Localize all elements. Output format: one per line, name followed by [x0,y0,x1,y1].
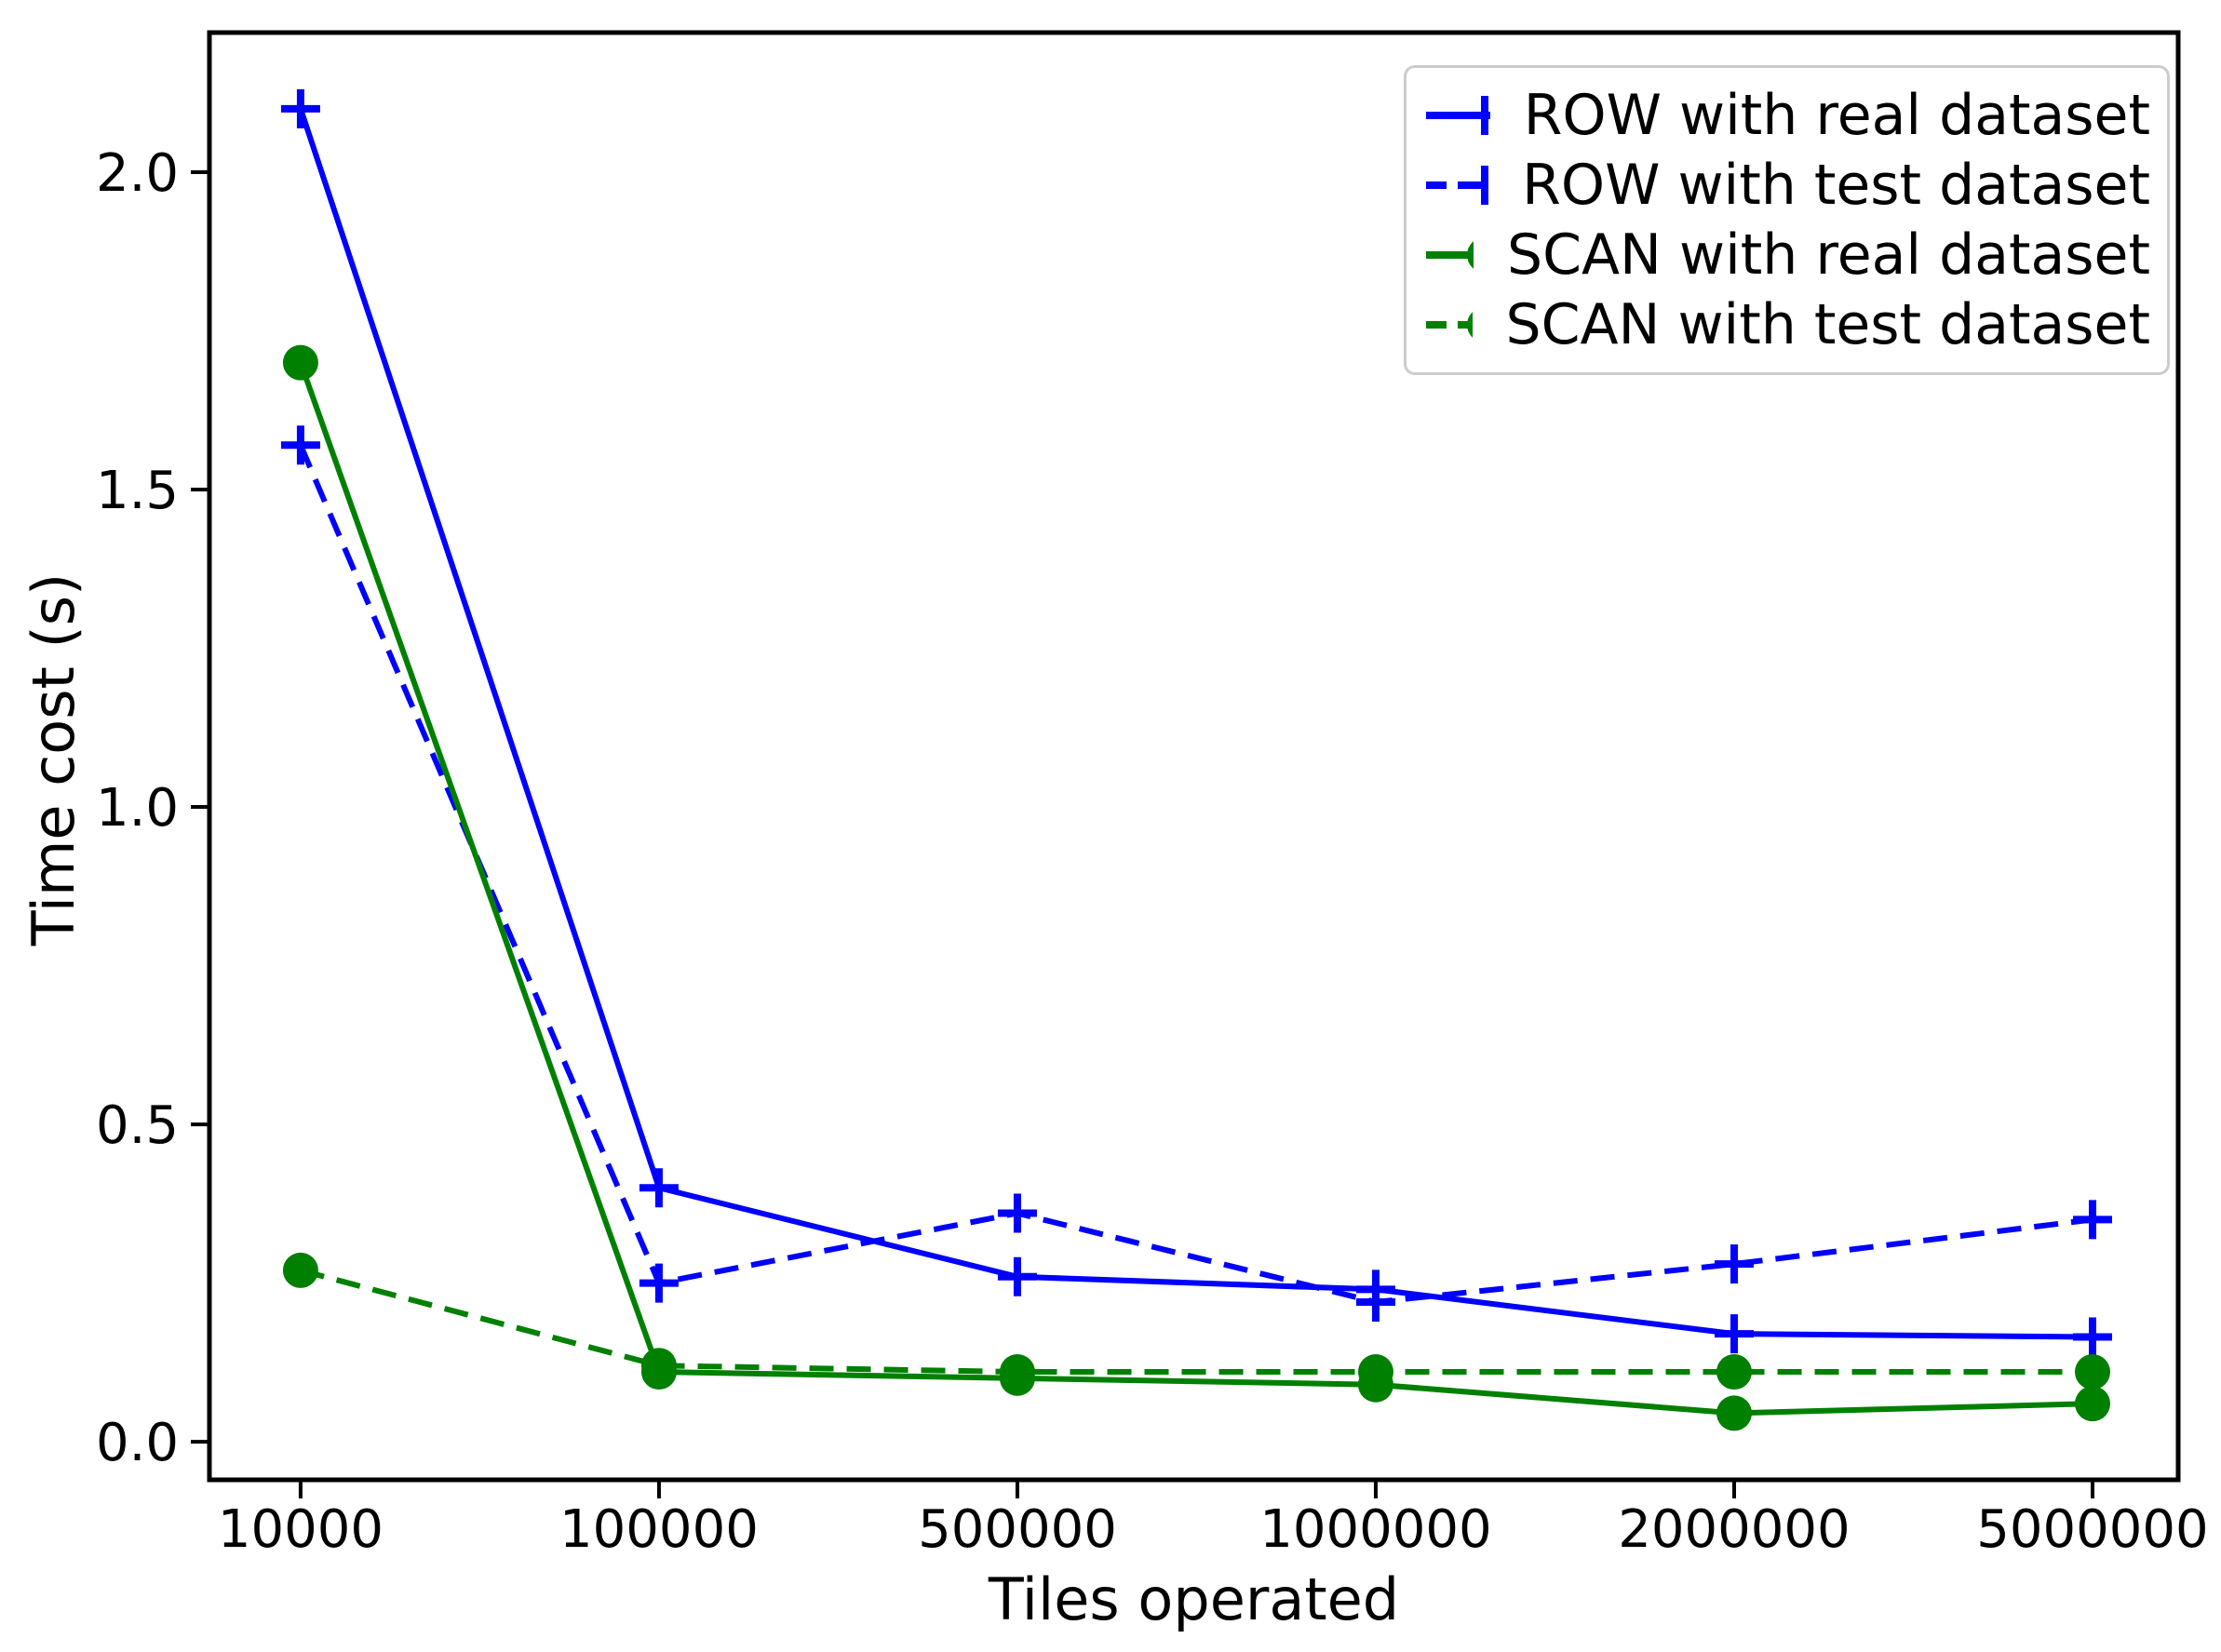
series-line-3 [300,1268,2093,1376]
x-tick-label: 500000 [918,1499,1117,1560]
y-tick-label: 1.0 [96,778,179,839]
axes-frame [207,30,2181,1483]
legend-sample-line [1426,312,1473,337]
y-axis-label: Time cost (s) [20,572,87,947]
x-axis-ticks: 10000 100000 500000 1000000 2000000 5000000 [218,1480,2209,1560]
x-axis-label: Tiles operated [988,1565,1400,1633]
legend-sample-line [1426,241,1474,269]
legend-item: SCAN with test dataset [1423,292,2150,357]
circle-marker [1716,1354,1752,1390]
x-tick-label: 100000 [559,1499,759,1560]
legend-sample-line [1426,166,1489,206]
y-axis-ticks: 0.0 0.5 1.0 1.5 2.0 [96,143,209,1473]
series-line-0 [298,107,2093,1340]
legend-label: SCAN with test dataset [1505,291,2151,357]
x-tick-label: 2000000 [1618,1499,1850,1560]
circle-marker [999,1354,1035,1390]
legend-sample-line [1426,96,1490,136]
x-tick-label: 1000000 [1259,1499,1491,1560]
circle-marker [1467,241,1474,269]
circle-marker [1716,1395,1752,1431]
legend-label: ROW with test dataset [1522,153,2150,219]
circle-marker [1467,312,1473,337]
circle-marker [282,1252,318,1288]
y-tick-label: 2.0 [96,143,179,204]
x-tick-label: 5000000 [1976,1499,2208,1560]
plot-area [207,30,2181,1483]
legend-label: ROW with real dataset [1523,83,2150,149]
legend-item: ROW with test dataset [1423,153,2150,218]
legend-item: ROW with real dataset [1423,83,2150,148]
circle-marker [1357,1354,1393,1390]
circle-marker [2074,1386,2110,1422]
x-tick-label: 10000 [218,1499,384,1560]
series-line-2 [298,361,2093,1417]
legend-item: SCAN with real dataset [1423,222,2150,288]
data-series [280,88,2112,1431]
circle-marker [282,344,318,381]
series-line-1 [298,444,2093,1306]
y-tick-label: 0.0 [96,1413,179,1473]
y-tick-label: 0.5 [96,1095,179,1156]
y-tick-label: 1.5 [96,461,179,521]
circle-marker [640,1348,677,1384]
legend: ROW with real dataset ROW with test datas… [1404,65,2170,375]
circle-marker [2074,1354,2110,1390]
legend-label: SCAN with real dataset [1507,222,2150,288]
